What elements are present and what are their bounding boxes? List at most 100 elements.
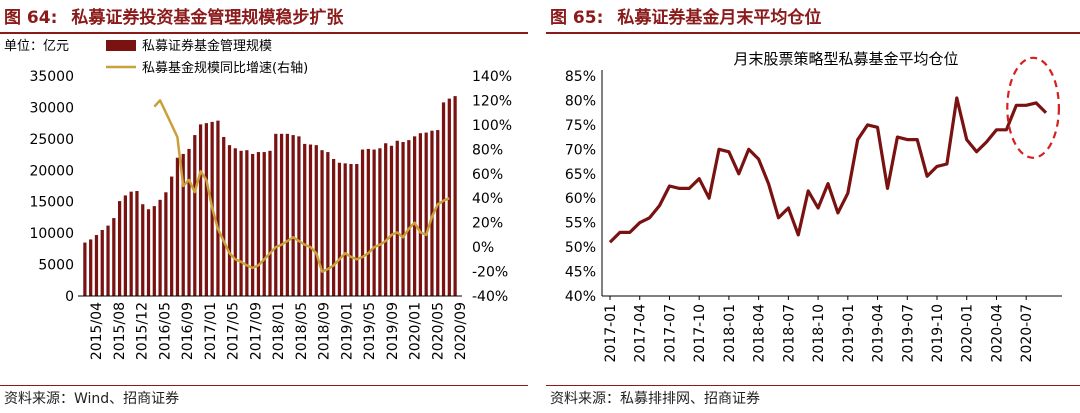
highlight-ellipse — [1006, 56, 1061, 159]
scale-bar — [326, 152, 330, 296]
scale-bar — [384, 143, 388, 296]
right-x-tick: 2018-07 — [781, 304, 797, 363]
left-x-tick: 2015/04 — [89, 302, 105, 360]
scale-bar — [100, 230, 104, 296]
scale-bar — [164, 192, 168, 296]
scale-bar — [117, 201, 122, 296]
scale-bar — [372, 149, 376, 296]
scale-bar — [441, 102, 446, 297]
scale-bar — [135, 191, 139, 296]
scale-bar — [413, 136, 417, 296]
right-x-tick: 2018-10 — [811, 304, 827, 363]
scale-bar — [106, 225, 110, 296]
scale-bar — [256, 152, 261, 296]
left-x-tick: 2020/01 — [408, 302, 424, 360]
scale-bar — [355, 164, 359, 296]
left-y-tick: 0 — [65, 289, 74, 305]
right-chart-y-tick: 85% — [565, 69, 596, 85]
right-x-tick: 2020-04 — [990, 304, 1006, 363]
left-figure-number: 图 64: — [4, 8, 58, 28]
right-y-tick: -20% — [472, 265, 508, 281]
right-chart-panel: 图 65: 私募证券基金月末平均仓位 月末股票策略型私募基金平均仓位 85% 80% 7… — [546, 0, 1080, 413]
left-source-note: 资料来源：Wind、招商证券 — [4, 391, 180, 407]
scale-bar — [447, 98, 451, 296]
right-title-text: 私募证券基金月末平均仓位 — [617, 8, 822, 28]
right-chart-y-tick: 80% — [565, 93, 596, 109]
scale-bar — [349, 164, 353, 296]
left-y-tick: 35000 — [29, 69, 74, 85]
right-y-tick: 100% — [472, 118, 512, 134]
scale-bar — [268, 150, 272, 296]
left-source-rule — [0, 385, 528, 386]
right-y-tick: 20% — [472, 216, 503, 232]
left-x-tick: 2019/01 — [339, 302, 355, 360]
scale-bar — [430, 130, 434, 296]
right-chart-y-tick: 60% — [565, 191, 596, 207]
left-x-tick: 2019/05 — [362, 302, 378, 360]
scale-bar — [204, 123, 208, 296]
scale-bar — [274, 133, 278, 296]
right-x-tick: 2019-04 — [871, 304, 887, 363]
scale-bar — [297, 136, 301, 296]
left-x-tick: 2017/01 — [203, 302, 219, 360]
position-line — [608, 96, 1048, 244]
left-x-tick: 2019/09 — [385, 302, 401, 360]
left-x-tick: 2020/05 — [430, 302, 446, 360]
scale-bar — [360, 149, 365, 296]
left-x-tick: 2016/05 — [157, 302, 173, 360]
right-x-tick: 2019-10 — [930, 304, 946, 363]
scale-bar — [89, 239, 93, 296]
left-x-tick: 2020/09 — [453, 302, 469, 360]
scale-bar — [158, 199, 162, 296]
right-line-chart: 月末股票策略型私募基金平均仓位 85% 80% 75% 70% 65% 60% 55% 50% 4… — [565, 50, 1062, 363]
right-chart-y-tick: 40% — [565, 289, 596, 305]
scale-bar — [94, 235, 99, 296]
legend-label-bar: 私募证券基金管理规模 — [142, 38, 272, 54]
left-y-tick: 15000 — [29, 195, 74, 211]
scale-bar — [175, 157, 180, 296]
right-title-rule — [546, 32, 1080, 34]
scale-bar — [314, 145, 318, 296]
scale-bar — [285, 133, 289, 296]
right-x-tick: 2019-01 — [841, 304, 857, 363]
scale-bar — [320, 150, 324, 296]
legend-swatch-bar — [106, 40, 136, 51]
left-x-tick: 2015/12 — [135, 302, 151, 360]
right-figure-number: 图 65: — [550, 8, 604, 28]
scale-bar — [123, 195, 127, 296]
scale-bar — [245, 150, 249, 296]
scale-bar — [239, 150, 243, 296]
left-unit-label: 单位：亿元 — [4, 39, 69, 54]
scale-bar — [262, 152, 266, 296]
right-chart-y-tick: 55% — [565, 216, 596, 232]
left-title-text: 私募证券投资基金管理规模稳步扩张 — [71, 8, 344, 28]
right-x-tick: 2017-10 — [692, 304, 708, 363]
right-y-tick: 60% — [472, 167, 503, 183]
right-y-tick: -40% — [472, 289, 508, 305]
right-x-tick: 2017-07 — [663, 304, 679, 363]
right-chart-y-tick: 75% — [565, 118, 596, 134]
scale-bar — [389, 145, 394, 296]
left-y-tick: 30000 — [29, 100, 74, 116]
right-x-tick: 2018-04 — [752, 304, 768, 363]
right-x-tick: 2018-01 — [722, 304, 738, 363]
scale-bar — [181, 153, 185, 296]
scale-bar — [222, 136, 226, 296]
right-y-tick: 140% — [472, 69, 512, 85]
scale-bar — [407, 140, 411, 296]
scale-bar — [436, 130, 440, 296]
right-y-tick: 40% — [472, 191, 503, 207]
scale-bar — [303, 143, 307, 296]
left-y-tick: 25000 — [29, 132, 74, 148]
scale-bar — [395, 140, 399, 296]
left-y-tick: 20000 — [29, 163, 74, 179]
left-x-tick: 2017/09 — [248, 302, 264, 360]
scale-bar — [129, 191, 133, 296]
right-chart-y-tick: 70% — [565, 142, 596, 158]
scale-bar — [453, 96, 457, 296]
scale-bar — [308, 144, 313, 296]
left-chart-panel: 图 64: 私募证券投资基金管理规模稳步扩张 单位：亿元 私募证券基金管理规模 私募基… — [0, 0, 528, 413]
left-x-tick: 2018/05 — [294, 302, 310, 360]
scale-bar — [291, 135, 295, 296]
scale-bar — [193, 135, 197, 296]
